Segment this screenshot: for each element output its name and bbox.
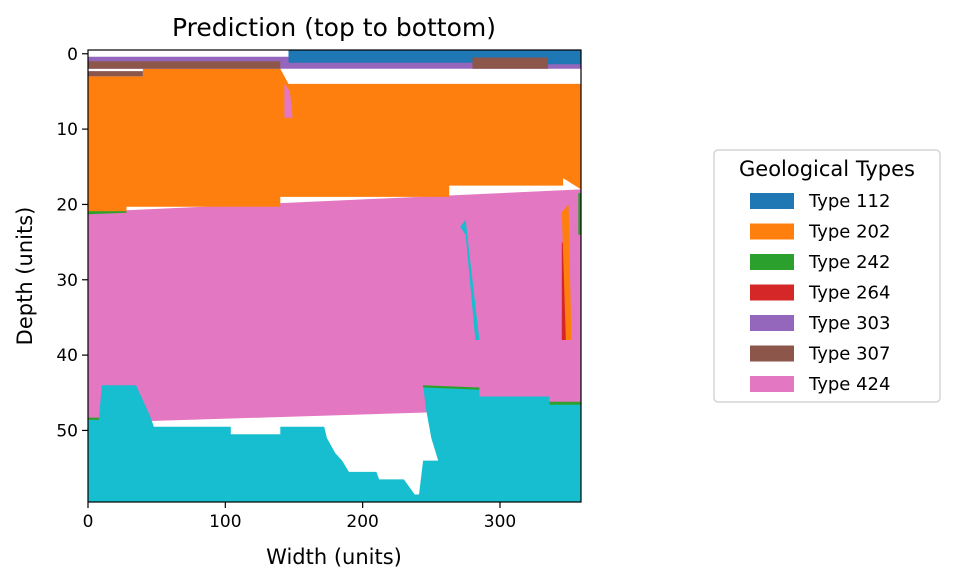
heatmap-region-10 bbox=[88, 71, 143, 77]
heatmap-region-14 bbox=[423, 385, 480, 390]
x-tick-label: 100 bbox=[209, 512, 241, 532]
heatmap-region-3 bbox=[284, 83, 293, 118]
y-tick-label: 40 bbox=[56, 346, 78, 366]
plot-frame bbox=[87, 49, 582, 503]
x-axis-label: Width (units) bbox=[266, 545, 402, 569]
x-axis: 0 100 200 300 bbox=[83, 502, 516, 532]
x-tick-label: 0 bbox=[83, 512, 94, 532]
y-tick-label: 20 bbox=[56, 195, 78, 215]
legend-swatch bbox=[750, 193, 794, 209]
heatmap-region-11 bbox=[288, 50, 581, 65]
y-axis: 0 10 20 30 40 50 bbox=[56, 45, 88, 441]
legend-label: Type 303 bbox=[808, 313, 890, 334]
legend-frame bbox=[713, 149, 941, 403]
legend-swatch bbox=[750, 376, 794, 392]
legend-entries: Type 112 Type 202 Type 242 Type 264 Type 303… bbox=[750, 191, 890, 395]
legend-swatch bbox=[750, 223, 794, 240]
y-axis-label: Depth (units) bbox=[13, 207, 37, 346]
heatmap-region-8 bbox=[88, 61, 281, 69]
legend-label: Type 307 bbox=[808, 344, 890, 365]
y-tick-label: 10 bbox=[56, 120, 78, 140]
y-tick-label: 50 bbox=[56, 421, 78, 441]
y-tick-label: 0 bbox=[67, 45, 78, 65]
legend-swatch bbox=[750, 345, 794, 362]
heatmap-region-6 bbox=[561, 204, 572, 340]
heatmap-region-4 bbox=[460, 219, 480, 340]
legend-swatch bbox=[750, 315, 794, 331]
heatmap-region-16 bbox=[578, 193, 581, 235]
heatmap-region-13 bbox=[88, 417, 99, 420]
legend: Geological Types Type 112 Type 202 Type 24… bbox=[713, 149, 941, 403]
legend-label: Type 112 bbox=[808, 191, 890, 212]
heatmap-region-0 bbox=[88, 189, 581, 423]
legend-swatch bbox=[750, 254, 794, 270]
legend-title: Geological Types bbox=[739, 157, 915, 181]
plot-area bbox=[88, 50, 581, 502]
legend-label: Type 424 bbox=[808, 374, 890, 395]
y-tick-label: 30 bbox=[56, 271, 78, 291]
heatmap-region-15 bbox=[549, 401, 581, 405]
heatmap-region-9 bbox=[472, 57, 548, 69]
legend-label: Type 264 bbox=[808, 283, 890, 304]
chart-title: Prediction (top to bottom) bbox=[172, 13, 496, 42]
heatmap-region-1 bbox=[88, 385, 581, 502]
heatmap-region-2 bbox=[88, 68, 581, 214]
legend-swatch bbox=[750, 284, 794, 301]
x-tick-label: 300 bbox=[484, 512, 516, 532]
legend-label: Type 202 bbox=[808, 222, 890, 243]
heatmap-region-12 bbox=[88, 211, 127, 215]
legend-label: Type 242 bbox=[808, 252, 890, 273]
x-tick-label: 200 bbox=[346, 512, 378, 532]
